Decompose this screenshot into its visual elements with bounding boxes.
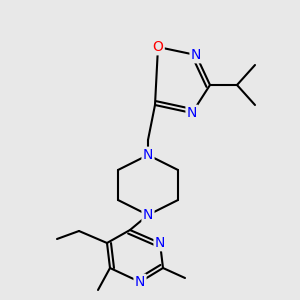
Text: N: N <box>191 48 201 62</box>
Text: N: N <box>187 106 197 120</box>
Text: N: N <box>155 236 165 250</box>
Text: N: N <box>143 208 153 222</box>
Text: N: N <box>135 275 145 289</box>
Text: O: O <box>153 40 164 54</box>
Text: N: N <box>143 148 153 162</box>
